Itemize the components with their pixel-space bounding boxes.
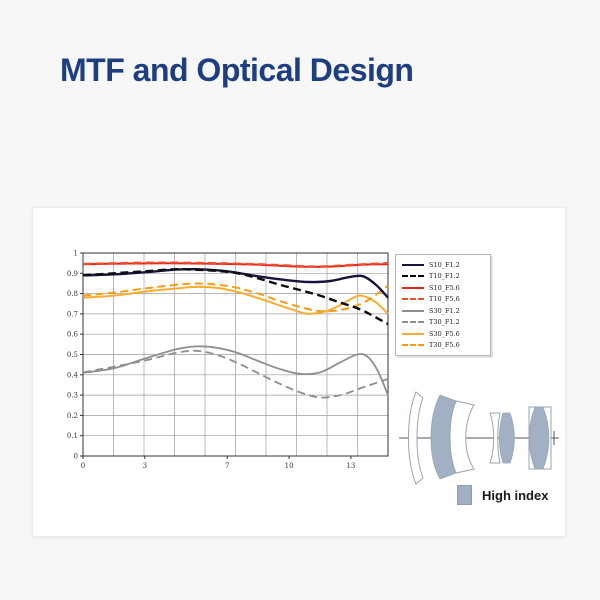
legend-label: S10_F1.2 bbox=[429, 260, 460, 269]
x-tick-label: 0 bbox=[81, 462, 85, 470]
legend-label: S30_F5.6 bbox=[429, 329, 460, 338]
legend-label: S30_F1.2 bbox=[429, 306, 460, 315]
series-T10_F1.2 bbox=[82, 267, 389, 326]
legend-line-swatch bbox=[402, 344, 424, 346]
y-tick-label: 0.4 bbox=[67, 371, 79, 379]
legend-item: T10_F1.2 bbox=[402, 272, 484, 281]
legend-label: T30_F5.6 bbox=[429, 341, 460, 349]
legend-item: S10_F5.6 bbox=[402, 283, 484, 292]
x-tick-label: 10 bbox=[285, 462, 294, 470]
y-tick-label: 0.2 bbox=[67, 412, 78, 420]
legend-line-swatch bbox=[402, 332, 424, 335]
series-S30_F1.2 bbox=[82, 345, 389, 396]
legend-item: T30_F5.6 bbox=[402, 341, 484, 350]
series-T10_F5.6 bbox=[82, 261, 389, 268]
legend-line-swatch bbox=[402, 298, 424, 300]
x-tick-label: 7 bbox=[225, 462, 229, 470]
series-T30_F1.2 bbox=[82, 349, 389, 399]
content-panel: 0 0.1 0.2 0.3 0.4 0.5 0.6 0.7 0.8 0.9 1 0 3 7 10 13 S10… bbox=[32, 207, 566, 537]
y-tick-label: 0.7 bbox=[67, 310, 78, 318]
legend-item: T10_F5.6 bbox=[402, 295, 484, 304]
y-tick-label: 0.5 bbox=[67, 351, 78, 359]
x-tick-label: 3 bbox=[143, 462, 147, 470]
legend-item: S10_F1.2 bbox=[402, 260, 484, 269]
high-index-swatch bbox=[457, 485, 472, 505]
page-title: MTF and Optical Design bbox=[60, 52, 414, 88]
legend-label: T30_F1.2 bbox=[429, 318, 460, 326]
lens-element-5-high-index bbox=[498, 412, 515, 464]
legend-label: T10_F1.2 bbox=[429, 272, 460, 280]
legend-label: T10_F5.6 bbox=[429, 295, 460, 303]
mtf-chart: 0 0.1 0.2 0.3 0.4 0.5 0.6 0.7 0.8 0.9 1 0 3 7 10 13 bbox=[59, 246, 399, 486]
legend-line-swatch bbox=[402, 286, 424, 289]
legend-line-swatch bbox=[402, 275, 424, 277]
chart-legend: S10_F1.2 T10_F1.2 S10_F5.6 T10_F5.6 S30_F1.2… bbox=[395, 254, 491, 356]
y-tick-label: 0 bbox=[74, 453, 78, 461]
legend-label: S10_F5.6 bbox=[429, 283, 460, 292]
lens-element-3 bbox=[449, 400, 475, 474]
legend-item: T30_F1.2 bbox=[402, 318, 484, 327]
series-S30_F5.6 bbox=[82, 285, 389, 315]
lens-element-6-high-index bbox=[528, 406, 550, 470]
y-tick-label: 0.3 bbox=[67, 392, 78, 400]
x-tick-label: 13 bbox=[346, 462, 355, 470]
y-tick-label: 0.9 bbox=[67, 270, 78, 278]
lens-element-1 bbox=[408, 391, 424, 485]
legend-item: S30_F1.2 bbox=[402, 306, 484, 315]
legend-item: S30_F5.6 bbox=[402, 329, 484, 338]
legend-line-swatch bbox=[402, 309, 424, 312]
optical-design-diagram bbox=[399, 386, 561, 488]
legend-line-swatch bbox=[402, 321, 424, 323]
legend-line-swatch bbox=[402, 263, 424, 266]
series-T30_F5.6 bbox=[82, 282, 389, 313]
y-tick-label: 0.6 bbox=[67, 331, 79, 339]
high-index-label: High index bbox=[482, 487, 549, 503]
y-tick-label: 0.8 bbox=[67, 290, 78, 298]
high-index-legend: High index bbox=[457, 485, 548, 505]
lens-element-4 bbox=[489, 412, 501, 464]
y-tick-label: 1 bbox=[74, 250, 78, 258]
mtf-chart-plot: 00.10.20.30.40.50.60.70.80.910 3 7 10 13 bbox=[67, 250, 389, 470]
y-tick-label: 0.1 bbox=[67, 432, 78, 440]
